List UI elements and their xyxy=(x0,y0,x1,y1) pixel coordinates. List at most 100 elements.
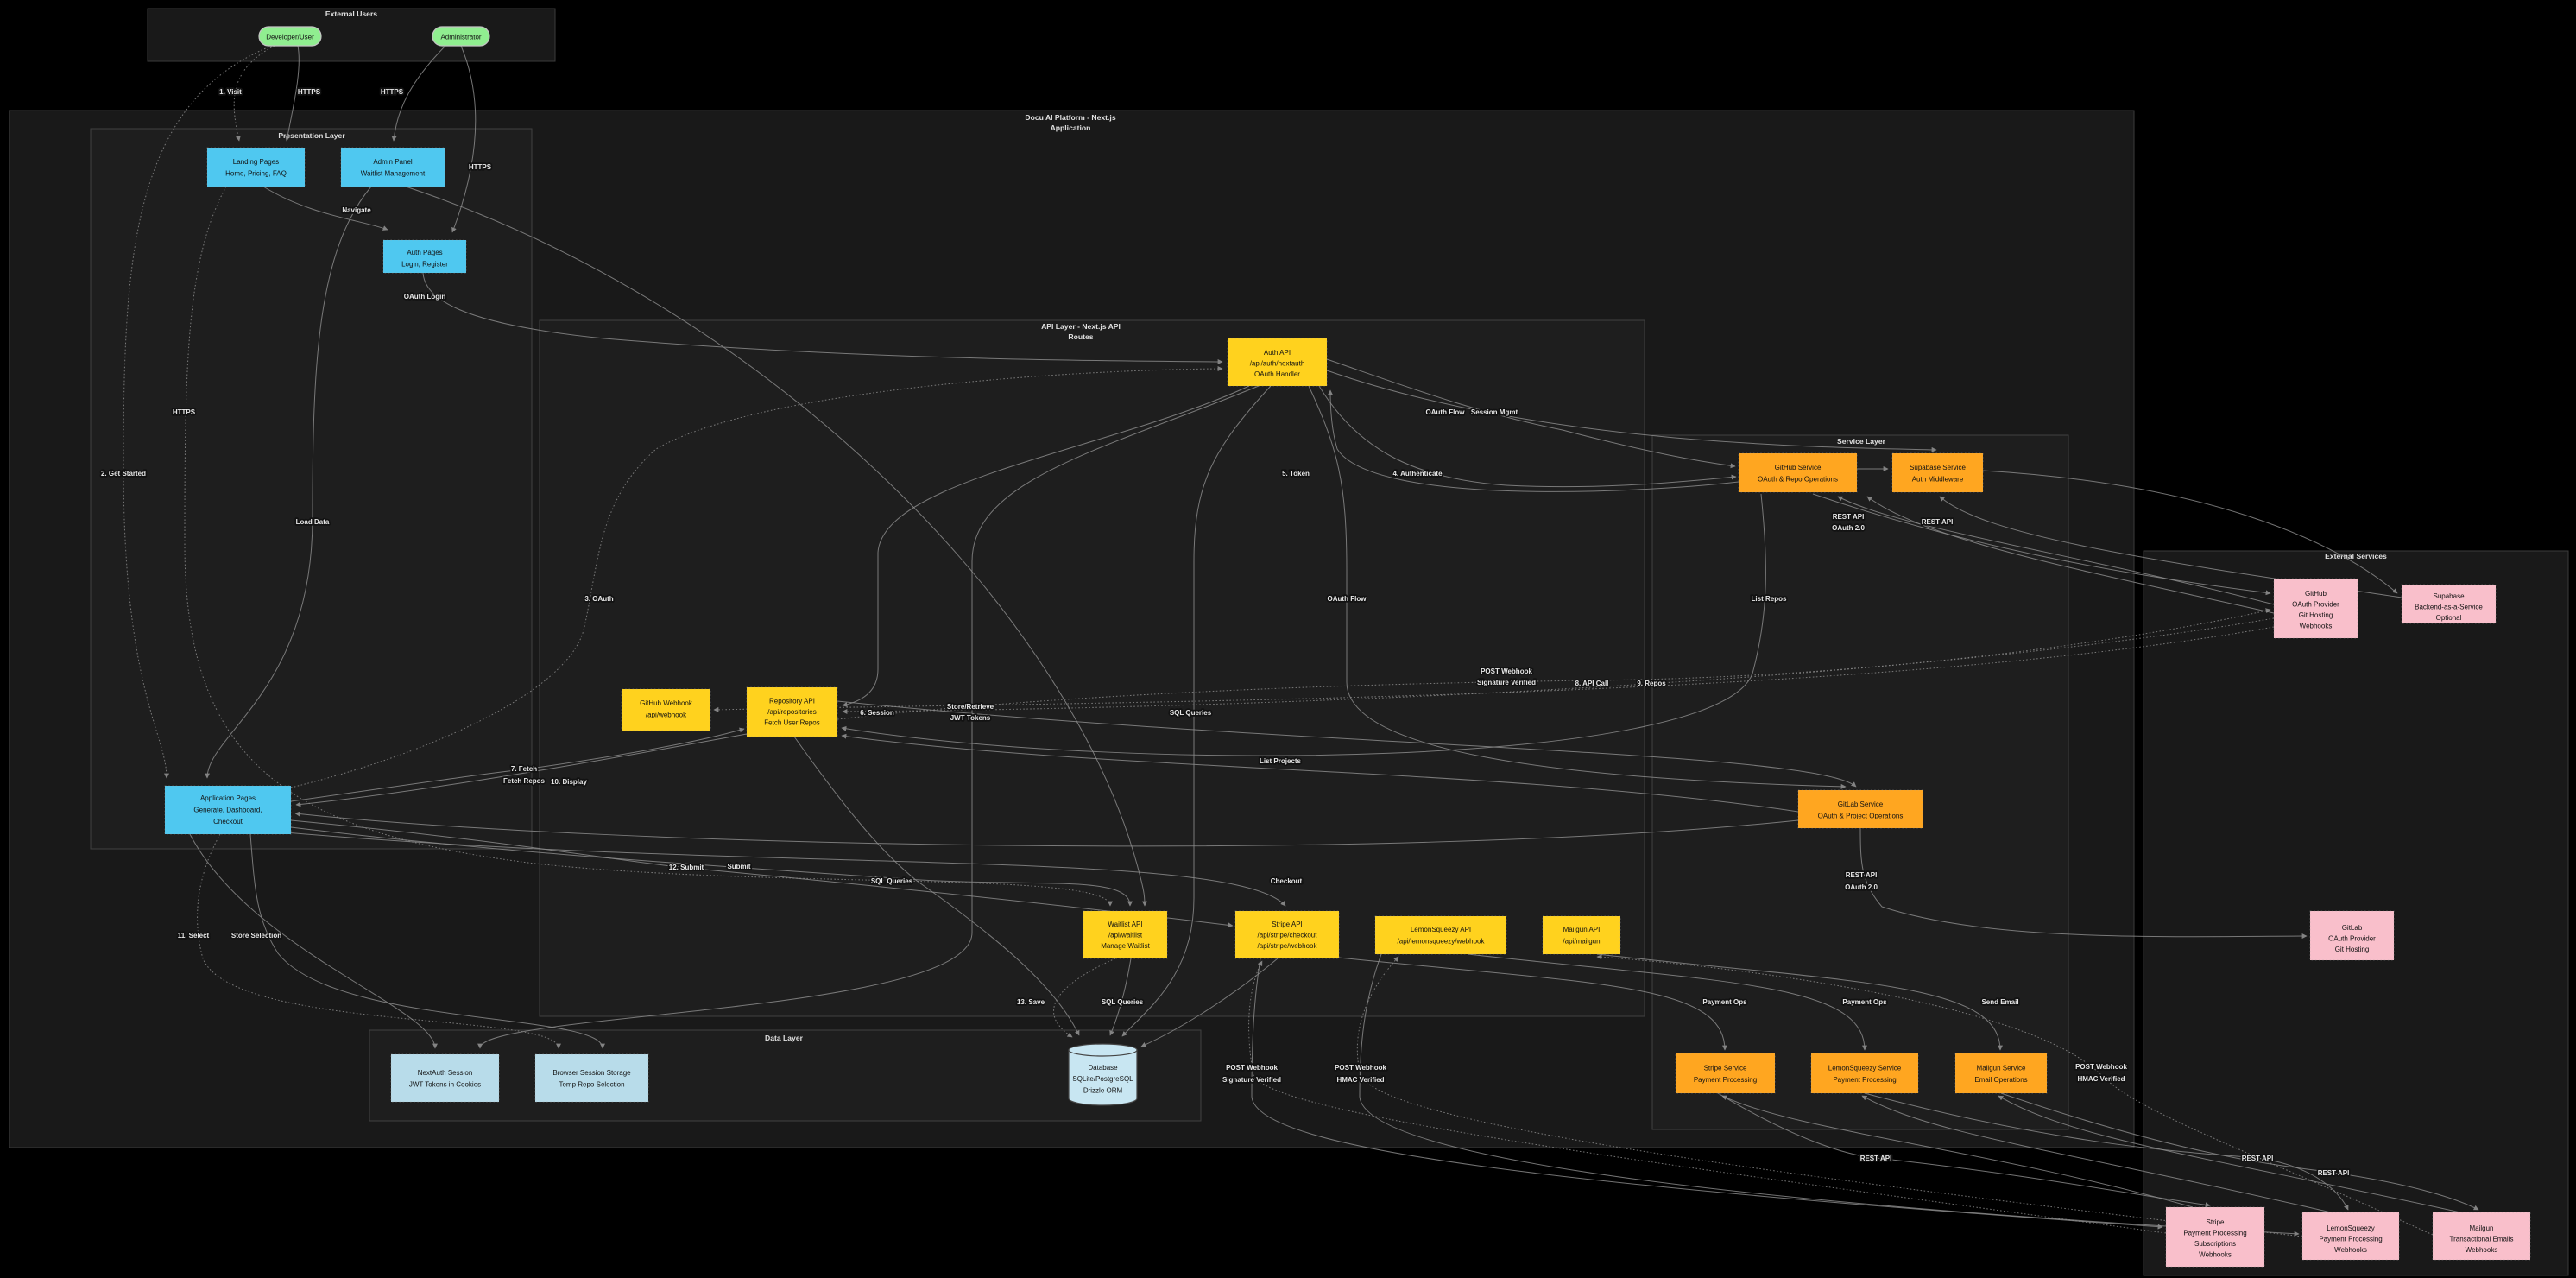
svg-text:Auth API: Auth API xyxy=(1264,349,1291,357)
svg-text:List Projects: List Projects xyxy=(1260,757,1302,765)
svg-text:Webhooks: Webhooks xyxy=(2466,1246,2498,1254)
svg-text:Login, Register: Login, Register xyxy=(401,261,448,269)
svg-text:REST API: REST API xyxy=(1860,1155,1892,1162)
svg-text:Optional: Optional xyxy=(2436,614,2462,622)
svg-text:External Users: External Users xyxy=(325,9,377,18)
svg-text:OAuth 2.0: OAuth 2.0 xyxy=(1832,524,1865,532)
svg-text:Temp Repo Selection: Temp Repo Selection xyxy=(559,1081,624,1089)
svg-text:/api/stripe/checkout: /api/stripe/checkout xyxy=(1258,932,1318,940)
svg-text:Data Layer: Data Layer xyxy=(765,1034,804,1042)
svg-text:Stripe Service: Stripe Service xyxy=(1704,1065,1747,1072)
svg-text:12. Submit: 12. Submit xyxy=(669,864,704,871)
svg-text:Payment Processing: Payment Processing xyxy=(2183,1230,2246,1237)
svg-text:Email Operations: Email Operations xyxy=(1974,1076,2027,1084)
svg-text:REST API: REST API xyxy=(1846,871,1878,879)
svg-text:Git Hosting: Git Hosting xyxy=(2299,611,2333,619)
svg-text:Fetch Repos: Fetch Repos xyxy=(503,777,546,785)
svg-text:List Repos: List Repos xyxy=(1752,595,1787,603)
svg-text:Webhooks: Webhooks xyxy=(2300,623,2333,630)
svg-text:Supabase: Supabase xyxy=(2433,592,2465,600)
svg-text:LemonSqueezy API: LemonSqueezy API xyxy=(1411,926,1471,933)
svg-text:Administrator: Administrator xyxy=(440,34,481,41)
svg-text:HTTPS: HTTPS xyxy=(298,88,321,96)
svg-text:Session Mgmt: Session Mgmt xyxy=(1471,408,1518,416)
svg-text:Auth Middleware: Auth Middleware xyxy=(1912,476,1964,484)
svg-text:Auth Pages: Auth Pages xyxy=(407,249,442,256)
svg-text:GitLab: GitLab xyxy=(2342,924,2363,932)
svg-text:REST API: REST API xyxy=(2318,1169,2350,1177)
svg-text:/api/mailgun: /api/mailgun xyxy=(1563,938,1600,946)
svg-text:8. API Call: 8. API Call xyxy=(1575,680,1609,687)
svg-text:/api/webhook: /api/webhook xyxy=(646,712,687,719)
svg-text:API Layer - Next.js API: API Layer - Next.js API xyxy=(1041,322,1121,331)
svg-text:OAuth Provider: OAuth Provider xyxy=(2328,935,2376,943)
svg-text:Mailgun Service: Mailgun Service xyxy=(1977,1065,2026,1072)
svg-text:External Services: External Services xyxy=(2325,552,2387,560)
svg-text:Checkout: Checkout xyxy=(1271,877,1303,885)
svg-text:REST API: REST API xyxy=(1833,513,1865,521)
svg-text:/api/auth/nextauth: /api/auth/nextauth xyxy=(1250,360,1305,368)
svg-text:Mailgun API: Mailgun API xyxy=(1563,926,1601,933)
svg-text:Browser Session Storage: Browser Session Storage xyxy=(552,1069,631,1077)
svg-text:GitHub Webhook: GitHub Webhook xyxy=(640,699,693,707)
svg-text:OAuth Provider: OAuth Provider xyxy=(2292,601,2339,609)
svg-text:Subscriptions: Subscriptions xyxy=(2194,1240,2236,1248)
svg-text:Payment Ops: Payment Ops xyxy=(1702,998,1747,1006)
svg-text:Docu AI Platform - Next.js: Docu AI Platform - Next.js xyxy=(1025,113,1115,122)
svg-text:Database: Database xyxy=(1088,1064,1118,1072)
svg-text:Application Pages: Application Pages xyxy=(200,794,256,802)
svg-text:10. Display: 10. Display xyxy=(551,778,587,786)
svg-text:SQL Queries: SQL Queries xyxy=(1102,998,1144,1006)
svg-text:Transactional Emails: Transactional Emails xyxy=(2450,1236,2514,1243)
svg-text:POST Webhook: POST Webhook xyxy=(1481,667,1532,675)
svg-text:POST Webhook: POST Webhook xyxy=(1226,1064,1278,1072)
svg-text:Store/Retrieve: Store/Retrieve xyxy=(947,703,994,711)
svg-text:HTTPS: HTTPS xyxy=(381,88,404,96)
svg-text:SQL Queries: SQL Queries xyxy=(871,877,913,885)
svg-text:Store Selection: Store Selection xyxy=(231,932,281,940)
svg-text:Checkout: Checkout xyxy=(213,818,243,826)
svg-text:Stripe API: Stripe API xyxy=(1272,921,1303,928)
svg-text:Submit: Submit xyxy=(727,863,750,870)
svg-text:Waitlist API: Waitlist API xyxy=(1108,921,1142,928)
svg-text:OAuth & Repo Operations: OAuth & Repo Operations xyxy=(1758,476,1838,484)
svg-text:Application: Application xyxy=(1051,123,1091,132)
svg-text:LemonSqueezy: LemonSqueezy xyxy=(2327,1224,2375,1232)
svg-text:OAuth 2.0: OAuth 2.0 xyxy=(1845,883,1878,891)
svg-text:SQLite/PostgreSQL: SQLite/PostgreSQL xyxy=(1072,1075,1133,1083)
svg-text:OAuth Flow: OAuth Flow xyxy=(1328,595,1367,603)
svg-text:GitLab Service: GitLab Service xyxy=(1838,800,1884,808)
svg-text:JWT Tokens in Cookies: JWT Tokens in Cookies xyxy=(409,1081,481,1089)
svg-text:Signature Verified: Signature Verified xyxy=(1477,679,1536,686)
svg-text:Routes: Routes xyxy=(1068,332,1093,341)
svg-text:Presentation Layer: Presentation Layer xyxy=(278,131,345,140)
svg-text:Payment Ops: Payment Ops xyxy=(1842,998,1887,1006)
svg-text:GitHub Service: GitHub Service xyxy=(1775,464,1822,471)
svg-text:POST Webhook: POST Webhook xyxy=(2075,1063,2127,1071)
svg-text:6. Session: 6. Session xyxy=(860,709,894,717)
svg-text:POST Webhook: POST Webhook xyxy=(1335,1064,1386,1072)
svg-text:Backend-as-a-Service: Backend-as-a-Service xyxy=(2415,604,2483,611)
svg-text:REST API: REST API xyxy=(2242,1155,2274,1162)
svg-text:OAuth Handler: OAuth Handler xyxy=(1254,370,1300,378)
svg-text:1. Visit: 1. Visit xyxy=(219,88,242,96)
svg-text:/api/waitlist: /api/waitlist xyxy=(1108,932,1143,940)
svg-text:HTTPS: HTTPS xyxy=(173,408,196,416)
svg-text:OAuth & Project Operations: OAuth & Project Operations xyxy=(1818,813,1904,820)
svg-text:OAuth Flow: OAuth Flow xyxy=(1426,408,1466,416)
svg-text:Payment Processing: Payment Processing xyxy=(1833,1076,1896,1084)
svg-text:Stripe: Stripe xyxy=(2207,1218,2225,1226)
svg-text:JWT Tokens: JWT Tokens xyxy=(950,714,991,722)
svg-text:Webhooks: Webhooks xyxy=(2334,1246,2367,1254)
svg-text:Service Layer: Service Layer xyxy=(1837,437,1886,446)
svg-text:/api/lemonsqueezy/webhook: /api/lemonsqueezy/webhook xyxy=(1398,938,1486,946)
svg-text:Drizzle ORM: Drizzle ORM xyxy=(1083,1087,1123,1095)
svg-text:GitHub: GitHub xyxy=(2305,590,2327,598)
svg-text:/api/stripe/webhook: /api/stripe/webhook xyxy=(1258,942,1318,950)
svg-text:/api/repositories: /api/repositories xyxy=(767,708,816,716)
svg-text:11. Select: 11. Select xyxy=(178,932,210,940)
svg-text:LemonSqueezy Service: LemonSqueezy Service xyxy=(1828,1065,1902,1072)
svg-text:3. OAuth: 3. OAuth xyxy=(584,595,613,603)
svg-text:Fetch User Repos: Fetch User Repos xyxy=(764,719,819,727)
svg-text:Supabase Service: Supabase Service xyxy=(1910,464,1966,471)
